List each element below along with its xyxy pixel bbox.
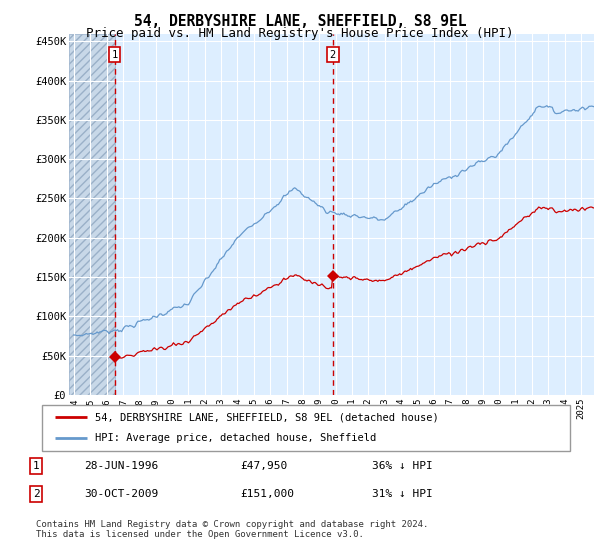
Text: 2: 2: [32, 489, 40, 499]
Text: 54, DERBYSHIRE LANE, SHEFFIELD, S8 9EL: 54, DERBYSHIRE LANE, SHEFFIELD, S8 9EL: [134, 14, 466, 29]
Text: HPI: Average price, detached house, Sheffield: HPI: Average price, detached house, Shef…: [95, 433, 376, 443]
FancyBboxPatch shape: [42, 405, 570, 451]
Text: 1: 1: [32, 461, 40, 471]
Text: £151,000: £151,000: [240, 489, 294, 499]
Text: 31% ↓ HPI: 31% ↓ HPI: [372, 489, 433, 499]
Text: 1: 1: [112, 50, 118, 60]
Text: 30-OCT-2009: 30-OCT-2009: [84, 489, 158, 499]
Text: Price paid vs. HM Land Registry's House Price Index (HPI): Price paid vs. HM Land Registry's House …: [86, 27, 514, 40]
Text: 36% ↓ HPI: 36% ↓ HPI: [372, 461, 433, 471]
Text: £47,950: £47,950: [240, 461, 287, 471]
Text: 54, DERBYSHIRE LANE, SHEFFIELD, S8 9EL (detached house): 54, DERBYSHIRE LANE, SHEFFIELD, S8 9EL (…: [95, 412, 439, 422]
Text: 2: 2: [329, 50, 336, 60]
Text: 28-JUN-1996: 28-JUN-1996: [84, 461, 158, 471]
Text: Contains HM Land Registry data © Crown copyright and database right 2024.
This d: Contains HM Land Registry data © Crown c…: [36, 520, 428, 539]
